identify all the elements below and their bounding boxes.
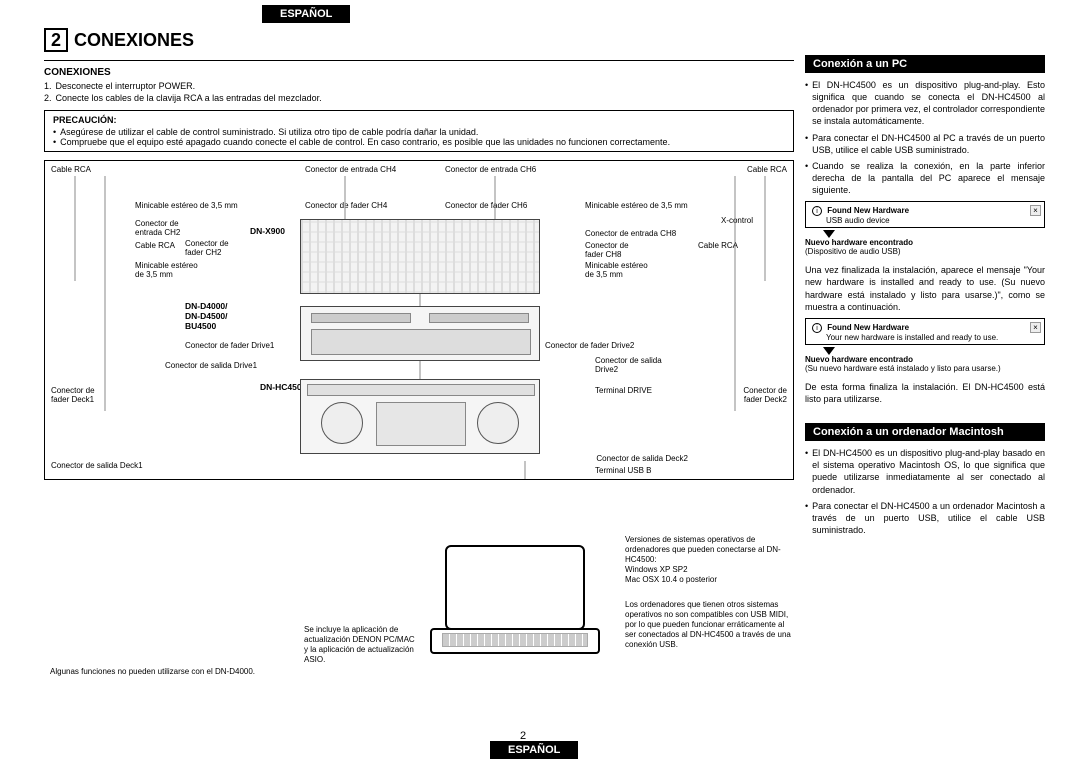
lang-tab-bottom: ESPAÑOL (490, 741, 578, 759)
connection-diagram: Cable RCA Conector de entrada CH4 Conect… (44, 160, 794, 480)
popup-cap: (Dispositivo de audio USB) (805, 247, 901, 256)
left-column: 2 CONEXIONES CONEXIONES 1. Desconecte el … (44, 28, 794, 480)
connector-lines (45, 161, 793, 479)
popup-tail (823, 230, 835, 238)
bullet-dot: • (805, 132, 808, 156)
note-os2: Mac OSX 10.4 o posterior (625, 575, 717, 584)
hardware-popup-2: × i Found New Hardware Your new hardware… (805, 318, 1045, 345)
lang-tab-top: ESPAÑOL (262, 5, 350, 23)
pc-bullet: Cuando se realiza la conexión, en la par… (812, 160, 1045, 196)
popup-caption: Nuevo hardware encontrado (Su nuevo hard… (805, 355, 1045, 373)
popup-caption: Nuevo hardware encontrado (Dispositivo d… (805, 238, 1045, 256)
popup-cap-bold: Nuevo hardware encontrado (805, 238, 913, 247)
section-number-box: 2 (44, 28, 68, 52)
info-icon: i (812, 206, 822, 216)
close-icon: × (1030, 322, 1041, 333)
note-update-apps: Se incluye la aplicación de actualizació… (304, 625, 419, 665)
note-os1: Windows XP SP2 (625, 565, 688, 574)
precaution-item: Compruebe que el equipo esté apagado cua… (60, 137, 670, 147)
close-icon: × (1030, 205, 1041, 216)
list-item: Desconecte el interruptor POWER. (56, 80, 196, 92)
bullet-dot: • (805, 447, 808, 496)
note-os-versions: Versiones de sistemas operativos de orde… (625, 535, 795, 585)
section-title: 2 CONEXIONES (44, 28, 794, 52)
bullet-dot: • (805, 79, 808, 128)
popup-title: Found New Hardware (827, 206, 909, 215)
list-item: Conecte los cables de la clavija RCA a l… (56, 92, 322, 104)
bullet-dot: • (805, 160, 808, 196)
note-dnd4000: Algunas funciones no pueden utilizarse c… (50, 667, 390, 677)
right-column: Conexión a un PC •El DN-HC4500 es un dis… (805, 55, 1045, 540)
mac-bullet: El DN-HC4500 es un dispositivo plug-and-… (812, 447, 1045, 496)
bullet-dot: • (53, 127, 56, 137)
precaution-head: PRECAUCIÓN: (53, 115, 785, 125)
laptop-illustration (430, 545, 600, 660)
precaution-item: Asegúrese de utilizar el cable de contro… (60, 127, 478, 137)
info-icon: i (812, 323, 822, 333)
pc-mid-text: Una vez finalizada la instalación, apare… (805, 264, 1045, 313)
popup-line: Your new hardware is installed and ready… (826, 333, 998, 342)
precaution-box: PRECAUCIÓN: • Asegúrese de utilizar el ca… (44, 110, 794, 152)
popup-title: Found New Hardware (827, 323, 909, 332)
popup-cap: (Su nuevo hardware está instalado y list… (805, 364, 1001, 373)
note-os-compat: Los ordenadores que tienen otros sistema… (625, 600, 795, 650)
pc-bullet: El DN-HC4500 es un dispositivo plug-and-… (812, 79, 1045, 128)
bullet-dot: • (805, 500, 808, 536)
pc-connection-head: Conexión a un PC (805, 55, 1045, 73)
list-num: 1. (44, 80, 52, 92)
popup-cap-bold: Nuevo hardware encontrado (805, 355, 913, 364)
popup-line: USB audio device (826, 216, 890, 225)
mac-bullet: Para conectar el DN-HC4500 a un ordenado… (812, 500, 1045, 536)
popup-tail (823, 347, 835, 355)
list-num: 2. (44, 92, 52, 104)
pc-bullet: Para conectar el DN-HC4500 al PC a travé… (812, 132, 1045, 156)
note-os-head: Versiones de sistemas operativos de orde… (625, 535, 781, 564)
divider (44, 60, 794, 61)
bullet-dot: • (53, 137, 56, 147)
mac-connection-head: Conexión a un ordenador Macintosh (805, 423, 1045, 441)
conexiones-subhead: CONEXIONES (44, 67, 794, 78)
pc-end-text: De esta forma finaliza la instalación. E… (805, 381, 1045, 405)
section-title-text: CONEXIONES (74, 30, 194, 51)
hardware-popup-1: × i Found New Hardware USB audio device (805, 201, 1045, 228)
